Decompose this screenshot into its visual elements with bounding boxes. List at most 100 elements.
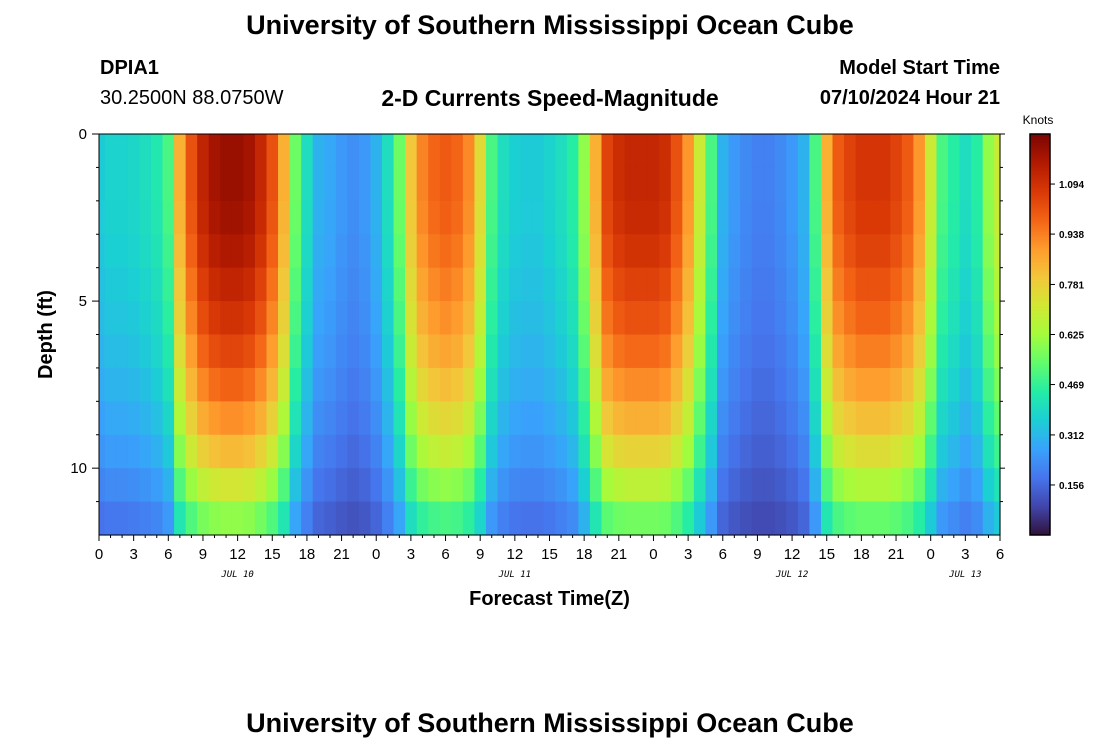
heatmap-cell (231, 301, 244, 336)
heatmap-cell (139, 267, 152, 302)
heatmap-cell (497, 267, 510, 302)
heatmap-cell (335, 267, 348, 302)
heatmap-cell (405, 267, 418, 302)
heatmap-cell (890, 301, 903, 336)
heatmap-cell (439, 334, 452, 369)
heatmap-cell (589, 167, 603, 202)
heatmap-cell (104, 367, 117, 402)
heatmap-cell (416, 468, 429, 503)
heatmap-cell (971, 434, 984, 469)
heatmap-cell (566, 468, 579, 503)
heatmap-cell (347, 468, 360, 503)
heatmap-cell (601, 134, 614, 169)
heatmap-cell (809, 267, 822, 302)
heatmap-cell (266, 401, 279, 436)
heatmap-cell (509, 234, 522, 269)
heatmap-cell (520, 267, 533, 302)
heatmap-cell (844, 401, 857, 436)
heatmap-cell (601, 301, 614, 336)
heatmap-cell (485, 301, 499, 336)
heatmap-cell (716, 434, 730, 469)
heatmap-cell (566, 234, 579, 269)
heatmap-cell (543, 267, 556, 302)
heatmap-cell (601, 200, 614, 235)
heatmap-cell (312, 401, 325, 436)
heatmap-cell (174, 367, 187, 402)
heatmap-cell (948, 267, 961, 302)
heatmap-cell (786, 267, 799, 302)
heatmap-cell (670, 401, 683, 436)
heatmap-cell (613, 200, 626, 235)
heatmap-cell (751, 334, 764, 369)
heatmap-cell (820, 501, 834, 536)
x-tick-label: 6 (996, 546, 1004, 563)
heatmap-cell (971, 468, 984, 503)
heatmap-cell (382, 267, 395, 302)
heatmap-cell (797, 167, 810, 202)
heatmap-cell (786, 134, 799, 169)
heatmap-cell (301, 267, 314, 302)
heatmap-cell (428, 134, 441, 169)
heatmap-cell (220, 267, 233, 302)
heatmap-cell (936, 334, 949, 369)
heatmap-cell (693, 367, 707, 402)
heatmap-cell (416, 234, 429, 269)
heatmap-cell (243, 434, 256, 469)
heatmap-cell (301, 334, 314, 369)
heatmap-cell (832, 267, 845, 302)
heatmap-cell (855, 234, 868, 269)
x-tick-label: 0 (927, 546, 935, 563)
heatmap-cell (809, 334, 822, 369)
heatmap-cell (208, 234, 221, 269)
heatmap-cell (370, 334, 383, 369)
heatmap-cell (682, 334, 695, 369)
heatmap-cell (231, 334, 244, 369)
x-tick-label: 3 (961, 546, 969, 563)
heatmap-cell (809, 234, 822, 269)
heatmap-cell (716, 367, 730, 402)
heatmap-cell (878, 200, 891, 235)
heatmap-cell (809, 167, 822, 202)
heatmap-cell (289, 167, 302, 202)
heatmap-cell (924, 134, 938, 169)
heatmap-cell (809, 200, 822, 235)
heatmap-cell (624, 367, 637, 402)
heatmap-cell (566, 301, 579, 336)
heatmap-cell (578, 334, 591, 369)
heatmap-cell (104, 301, 117, 336)
heatmap-cell (647, 434, 660, 469)
x-tick-label: 9 (199, 546, 207, 563)
heatmap-cell (104, 468, 117, 503)
heatmap-cell (451, 468, 464, 503)
heatmap-cell (890, 401, 903, 436)
heatmap-cell (566, 501, 579, 536)
heatmap-cell (439, 367, 452, 402)
heatmap-cell (589, 401, 603, 436)
heatmap-cell (740, 134, 753, 169)
heatmap-cell (832, 200, 845, 235)
heatmap-cell (220, 434, 233, 469)
heatmap-cell (347, 301, 360, 336)
heatmap-cell (254, 167, 268, 202)
heatmap-cell (139, 200, 152, 235)
heatmap-cell (601, 501, 614, 536)
heatmap-cell (382, 367, 395, 402)
heatmap-cell (578, 434, 591, 469)
heatmap-cell (220, 334, 233, 369)
x-tick-label: 3 (684, 546, 692, 563)
heatmap-cell (520, 234, 533, 269)
heatmap-cell (324, 434, 337, 469)
heatmap-cell (139, 468, 152, 503)
heatmap-cell (208, 501, 221, 536)
heatmap-cell (416, 167, 429, 202)
heatmap-cell (439, 401, 452, 436)
heatmap-cell (162, 134, 175, 169)
heatmap-cell (566, 167, 579, 202)
heatmap-cell (416, 434, 429, 469)
heatmap-cell (867, 301, 880, 336)
heatmap-cell (370, 301, 383, 336)
heatmap-cell (405, 401, 418, 436)
heatmap-cell (485, 167, 499, 202)
heatmap-cell (497, 134, 510, 169)
heatmap-cell (485, 367, 499, 402)
